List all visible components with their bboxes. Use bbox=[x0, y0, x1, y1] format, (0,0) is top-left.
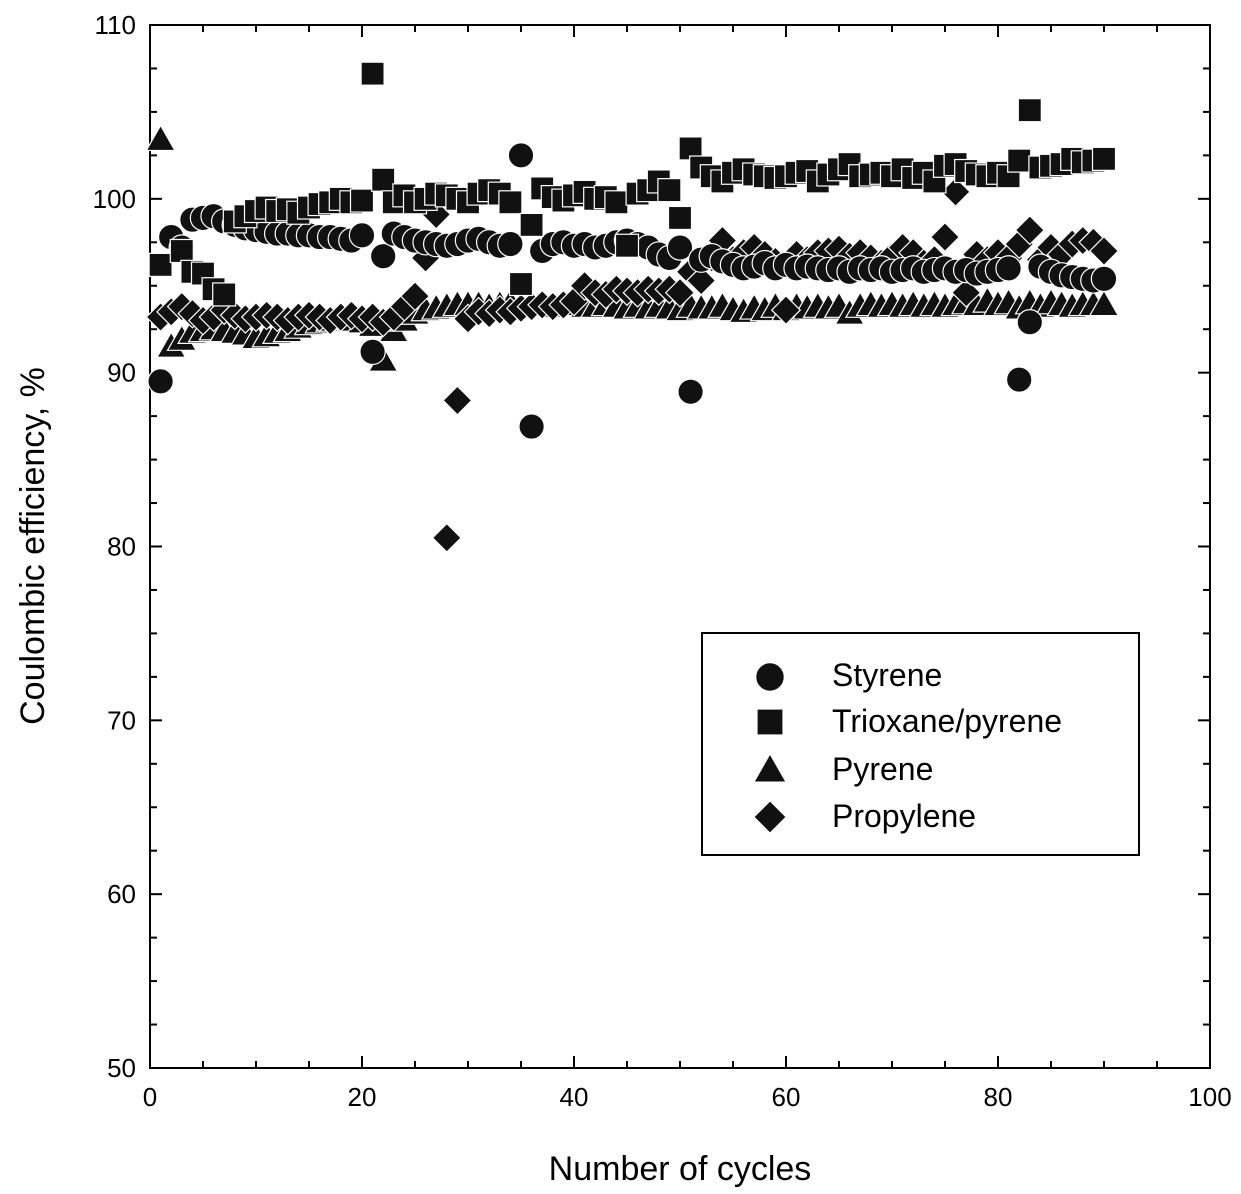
propylene-point bbox=[399, 281, 431, 312]
propylene-point bbox=[686, 265, 717, 296]
y-tick-label: 100 bbox=[93, 184, 136, 214]
styrene-point bbox=[995, 255, 1022, 282]
styrene-point bbox=[497, 230, 524, 258]
styrene-point bbox=[677, 378, 704, 406]
x-tick-label: 40 bbox=[560, 1082, 589, 1112]
legend-marker-trioxane-pyrene bbox=[756, 708, 784, 736]
propylene-point bbox=[929, 221, 961, 253]
propylene-point bbox=[442, 385, 473, 416]
trioxane-pyrene-point bbox=[519, 212, 544, 238]
y-tick-label: 50 bbox=[107, 1053, 136, 1083]
legend-label-pyrene: Pyrene bbox=[832, 751, 933, 787]
legend-label-propylene: Propylene bbox=[832, 798, 976, 834]
propylene-point bbox=[1014, 215, 1045, 246]
y-tick-label: 90 bbox=[107, 358, 136, 388]
trioxane-pyrene-point bbox=[1017, 98, 1042, 123]
y-tick-label: 70 bbox=[107, 705, 136, 735]
trioxane-pyrene-point bbox=[1091, 146, 1117, 171]
legend-marker-pyrene bbox=[752, 752, 788, 783]
styrene-point bbox=[369, 242, 397, 270]
propylene-point bbox=[770, 294, 802, 326]
styrene-point bbox=[1005, 366, 1033, 393]
styrene-point bbox=[507, 142, 535, 169]
x-tick-label: 100 bbox=[1188, 1082, 1231, 1112]
trioxane-pyrene-point bbox=[604, 190, 629, 215]
styrene-point bbox=[1016, 309, 1044, 336]
propylene-point bbox=[431, 522, 462, 553]
trioxane-pyrene-point bbox=[614, 233, 640, 258]
legend-marker-propylene bbox=[753, 800, 787, 834]
styrene-point bbox=[518, 413, 545, 440]
legend-label-trioxane-pyrene: Trioxane/pyrene bbox=[832, 703, 1062, 739]
propylene-point bbox=[1088, 235, 1120, 267]
propylene-point bbox=[664, 277, 696, 308]
legend-label-styrene: Styrene bbox=[832, 657, 942, 693]
x-tick-label: 0 bbox=[143, 1082, 157, 1112]
axis-ticks: 0 20 40 60 80 100 50 60 70 80 90 100 110 bbox=[93, 10, 1232, 1112]
trioxane-pyrene-point bbox=[169, 238, 194, 264]
legend-markers bbox=[752, 662, 788, 834]
x-axis-title: Number of cycles bbox=[549, 1150, 812, 1188]
trioxane-pyrene-point bbox=[498, 190, 523, 215]
trioxane-pyrene-point bbox=[349, 188, 375, 213]
y-axis-title: Coulombic efficiency, % bbox=[14, 367, 52, 725]
legend-marker-styrene bbox=[755, 662, 785, 692]
styrene-point bbox=[147, 368, 174, 395]
trioxane-pyrene-point bbox=[360, 61, 385, 86]
plot-frame bbox=[149, 24, 1211, 1069]
y-tick-label: 80 bbox=[107, 532, 136, 562]
styrene-point bbox=[359, 338, 386, 366]
trioxane-pyrene-point bbox=[508, 271, 534, 297]
styrene-point bbox=[348, 222, 376, 249]
y-tick-label: 110 bbox=[95, 10, 136, 40]
trioxane-pyrene-point bbox=[148, 252, 173, 277]
data-marks bbox=[145, 61, 1120, 553]
y-tick-label: 60 bbox=[107, 879, 136, 909]
trioxane-pyrene-point bbox=[667, 205, 693, 231]
pyrene-point bbox=[1088, 289, 1120, 317]
trioxane-pyrene-point bbox=[212, 282, 237, 307]
x-tick-label: 60 bbox=[772, 1082, 801, 1112]
x-tick-label: 20 bbox=[348, 1082, 377, 1112]
pyrene-point bbox=[145, 124, 176, 152]
x-tick-label: 80 bbox=[984, 1082, 1013, 1112]
styrene-point bbox=[1090, 265, 1118, 293]
trioxane-pyrene-point bbox=[371, 167, 396, 192]
trioxane-pyrene-point bbox=[1007, 148, 1032, 173]
legend: Styrene Trioxane/pyrene Pyrene Propylene bbox=[701, 632, 1140, 856]
styrene-point bbox=[666, 234, 694, 261]
trioxane-pyrene-point bbox=[657, 178, 682, 203]
